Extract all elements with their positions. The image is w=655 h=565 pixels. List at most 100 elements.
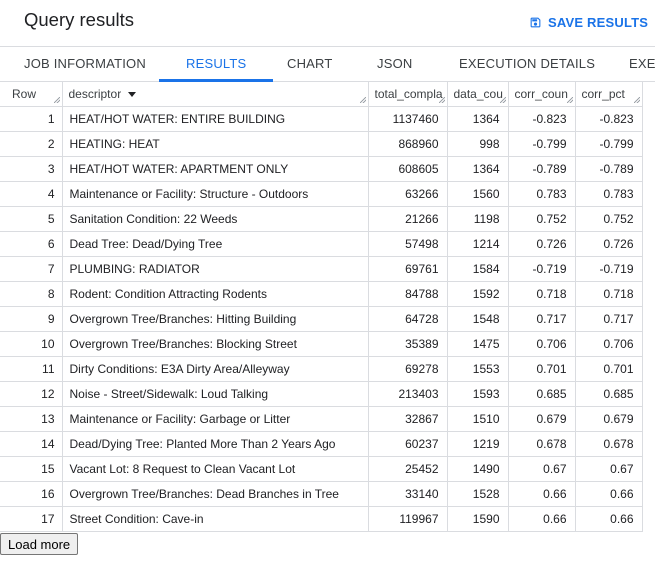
descriptor-cell: Overgrown Tree/Branches: Hitting Buildin… bbox=[62, 306, 369, 332]
data-count-cell: 1364 bbox=[447, 106, 509, 132]
table-row: 12 Noise - Street/Sidewalk: Loud Talking 2… bbox=[0, 381, 643, 407]
descriptor-cell: Dead/Dying Tree: Planted More Than 2 Yea… bbox=[62, 431, 369, 457]
row-number: 3 bbox=[0, 156, 63, 182]
corr-pct-cell: -0.719 bbox=[575, 256, 643, 282]
total-complaints-cell: 84788 bbox=[368, 281, 448, 307]
resize-handle-icon[interactable] bbox=[438, 96, 445, 103]
total-complaints-cell: 69278 bbox=[368, 356, 448, 382]
tab-results[interactable]: RESULTS bbox=[158, 47, 274, 82]
corr-pct-cell: -0.789 bbox=[575, 156, 643, 182]
results-table: Row descriptor total_compla data_cou cor… bbox=[0, 82, 643, 532]
total-complaints-cell: 213403 bbox=[368, 381, 448, 407]
column-header-row[interactable]: Row bbox=[0, 82, 63, 107]
data-count-cell: 1198 bbox=[447, 206, 509, 232]
descriptor-cell: Street Condition: Cave-in bbox=[62, 506, 369, 532]
row-number: 7 bbox=[0, 256, 63, 282]
data-count-cell: 1528 bbox=[447, 481, 509, 507]
column-header-total-complaints[interactable]: total_compla bbox=[368, 82, 448, 107]
corr-pct-cell: 0.752 bbox=[575, 206, 643, 232]
data-count-cell: 1593 bbox=[447, 381, 509, 407]
corr-count-cell: 0.67 bbox=[508, 456, 576, 482]
descriptor-cell: HEATING: HEAT bbox=[62, 131, 369, 157]
corr-pct-cell: 0.718 bbox=[575, 281, 643, 307]
row-number: 14 bbox=[0, 431, 63, 457]
sort-arrow-icon[interactable] bbox=[128, 91, 137, 97]
table-row: 13 Maintenance or Facility: Garbage or Li… bbox=[0, 406, 643, 432]
descriptor-cell: Dead Tree: Dead/Dying Tree bbox=[62, 231, 369, 257]
data-count-cell: 1364 bbox=[447, 156, 509, 182]
resize-handle-icon[interactable] bbox=[499, 96, 506, 103]
column-header-corr-count[interactable]: corr_coun bbox=[508, 82, 576, 107]
column-header-data-count[interactable]: data_cou bbox=[447, 82, 509, 107]
corr-count-cell: 0.66 bbox=[508, 506, 576, 532]
table-row: 6 Dead Tree: Dead/Dying Tree 57498 1214 0.72… bbox=[0, 231, 643, 257]
total-complaints-cell: 21266 bbox=[368, 206, 448, 232]
row-number: 5 bbox=[0, 206, 63, 232]
corr-count-cell: -0.719 bbox=[508, 256, 576, 282]
descriptor-cell: Overgrown Tree/Branches: Blocking Street bbox=[62, 331, 369, 357]
corr-count-cell: -0.789 bbox=[508, 156, 576, 182]
data-count-cell: 1592 bbox=[447, 281, 509, 307]
descriptor-cell: Maintenance or Facility: Garbage or Litt… bbox=[62, 406, 369, 432]
total-complaints-cell: 60237 bbox=[368, 431, 448, 457]
corr-count-cell: 0.66 bbox=[508, 481, 576, 507]
table-row: 2 HEATING: HEAT 868960 998 -0.799 -0.799 bbox=[0, 131, 643, 157]
column-header-corr-pct[interactable]: corr_pct bbox=[575, 82, 643, 107]
resize-handle-icon[interactable] bbox=[359, 96, 366, 103]
save-results-button[interactable]: SAVE RESULTS bbox=[529, 13, 655, 31]
table-row: 3 HEAT/HOT WATER: APARTMENT ONLY 608605 136… bbox=[0, 156, 643, 182]
resize-handle-icon[interactable] bbox=[53, 96, 60, 103]
data-count-cell: 1548 bbox=[447, 306, 509, 332]
corr-count-cell: 0.726 bbox=[508, 231, 576, 257]
corr-pct-cell: 0.685 bbox=[575, 381, 643, 407]
tab-execution-graph[interactable]: EXEC bbox=[629, 56, 655, 71]
corr-pct-cell: 0.706 bbox=[575, 331, 643, 357]
data-count-cell: 998 bbox=[447, 131, 509, 157]
column-header-descriptor[interactable]: descriptor bbox=[62, 82, 369, 107]
total-complaints-cell: 35389 bbox=[368, 331, 448, 357]
total-complaints-cell: 57498 bbox=[368, 231, 448, 257]
page-title: Query results bbox=[24, 9, 135, 30]
total-complaints-cell: 63266 bbox=[368, 181, 448, 207]
table-row: 16 Overgrown Tree/Branches: Dead Branches… bbox=[0, 481, 643, 507]
total-complaints-cell: 25452 bbox=[368, 456, 448, 482]
tab-execution-details[interactable]: EXECUTION DETAILS bbox=[459, 56, 596, 71]
resize-handle-icon[interactable] bbox=[633, 96, 640, 103]
table-row: 14 Dead/Dying Tree: Planted More Than 2 Y… bbox=[0, 431, 643, 457]
data-count-cell: 1490 bbox=[447, 456, 509, 482]
data-count-cell: 1475 bbox=[447, 331, 509, 357]
corr-pct-cell: 0.66 bbox=[575, 481, 643, 507]
row-number: 1 bbox=[0, 106, 63, 132]
table-header-row: Row descriptor total_compla data_cou cor… bbox=[0, 82, 643, 107]
save-icon bbox=[530, 17, 541, 27]
row-number: 12 bbox=[0, 381, 63, 407]
row-number: 8 bbox=[0, 281, 63, 307]
corr-count-cell: 0.717 bbox=[508, 306, 576, 332]
row-number: 9 bbox=[0, 306, 63, 332]
row-number: 11 bbox=[0, 356, 63, 382]
descriptor-cell: Noise - Street/Sidewalk: Loud Talking bbox=[62, 381, 369, 407]
load-more-button[interactable]: Load more bbox=[0, 533, 79, 555]
total-complaints-cell: 119967 bbox=[368, 506, 448, 532]
save-results-label: SAVE RESULTS bbox=[548, 14, 649, 30]
corr-count-cell: -0.823 bbox=[508, 106, 576, 132]
row-number: 17 bbox=[0, 506, 63, 532]
total-complaints-cell: 69761 bbox=[368, 256, 448, 282]
descriptor-cell: HEAT/HOT WATER: ENTIRE BUILDING bbox=[62, 106, 369, 132]
corr-count-cell: 0.701 bbox=[508, 356, 576, 382]
table-row: 11 Dirty Conditions: E3A Dirty Area/Alley… bbox=[0, 356, 643, 382]
tab-json[interactable]: JSON bbox=[377, 56, 413, 71]
corr-pct-cell: 0.717 bbox=[575, 306, 643, 332]
corr-pct-cell: -0.823 bbox=[575, 106, 643, 132]
total-complaints-cell: 64728 bbox=[368, 306, 448, 332]
corr-pct-cell: 0.67 bbox=[575, 456, 643, 482]
resize-handle-icon[interactable] bbox=[566, 96, 573, 103]
total-complaints-cell: 33140 bbox=[368, 481, 448, 507]
corr-count-cell: -0.799 bbox=[508, 131, 576, 157]
data-count-cell: 1214 bbox=[447, 231, 509, 257]
tab-chart[interactable]: CHART bbox=[287, 56, 333, 71]
tab-job-information[interactable]: JOB INFORMATION bbox=[24, 56, 146, 71]
corr-pct-cell: -0.799 bbox=[575, 131, 643, 157]
total-complaints-cell: 608605 bbox=[368, 156, 448, 182]
corr-pct-cell: 0.701 bbox=[575, 356, 643, 382]
